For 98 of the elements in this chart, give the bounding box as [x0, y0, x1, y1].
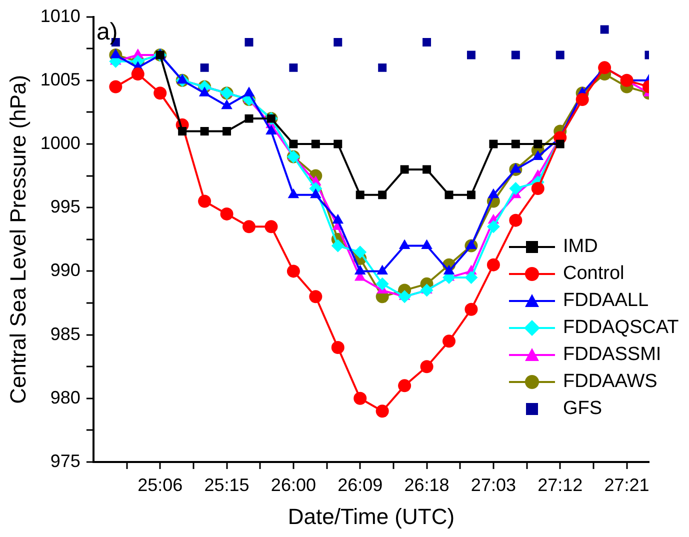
point: [198, 194, 212, 208]
point: [378, 190, 387, 200]
y-tick-label: 995: [50, 196, 80, 217]
point: [511, 50, 520, 60]
point: [243, 86, 255, 96]
x-tick-label: 25:06: [138, 474, 183, 495]
point: [600, 25, 609, 34]
point: [331, 341, 344, 354]
x-tick-label: 25:15: [204, 474, 250, 495]
y-tick-label: 990: [50, 260, 80, 280]
point: [354, 392, 367, 405]
legend-label: FDDAALL: [563, 289, 649, 313]
point: [289, 140, 298, 148]
point: [420, 360, 434, 374]
point: [200, 127, 209, 136]
point: [356, 190, 364, 200]
point: [422, 165, 432, 174]
point: [289, 63, 298, 72]
y-tick-label: 1005: [40, 69, 80, 90]
point: [443, 264, 455, 274]
point: [310, 188, 322, 198]
point: [532, 150, 544, 160]
point: [198, 86, 210, 96]
point: [331, 239, 344, 252]
annotation: a): [96, 18, 118, 46]
point: [354, 246, 367, 259]
point: [398, 239, 410, 250]
point: [444, 190, 454, 200]
legend-label: FDDAQSCAT: [563, 316, 679, 340]
point: [556, 50, 564, 60]
point: [398, 290, 412, 304]
point: [466, 190, 476, 200]
x-tick-label: 27:03: [470, 474, 516, 495]
point: [421, 239, 432, 250]
point: [598, 61, 612, 74]
point: [286, 264, 300, 278]
point: [464, 302, 478, 316]
y-axis-title: Central Sea Level Pressure (hPa): [5, 74, 30, 404]
point: [376, 277, 389, 290]
point: [510, 162, 522, 173]
point: [509, 182, 522, 196]
point: [109, 80, 122, 94]
point: [489, 140, 498, 148]
x-tick-label: 26:09: [338, 474, 383, 495]
point: [154, 86, 167, 100]
point: [509, 214, 522, 227]
point: [131, 68, 144, 81]
x-tick-label: 26:00: [270, 474, 316, 495]
point: [534, 140, 542, 148]
point: [220, 207, 234, 220]
point: [486, 258, 500, 272]
point: [442, 334, 456, 348]
point: [244, 38, 254, 46]
point: [620, 74, 634, 87]
y-tick-label: 1010: [40, 6, 80, 26]
point: [178, 127, 187, 136]
y-tick-label: 975: [50, 450, 80, 471]
point: [200, 63, 209, 72]
point: [334, 38, 342, 46]
point: [221, 99, 232, 110]
legend-label: GFS: [563, 397, 602, 421]
point: [378, 63, 387, 72]
y-tick-label: 980: [50, 387, 80, 408]
point: [556, 140, 564, 148]
point: [242, 220, 256, 234]
legend-label: IMD: [563, 235, 598, 259]
x-tick-label: 26:18: [404, 474, 450, 495]
x-axis-title: Date/Time (UTC): [288, 504, 455, 529]
point: [464, 271, 478, 284]
point: [466, 50, 476, 60]
legend-label: FDDASSMI: [563, 343, 662, 367]
point: [264, 220, 278, 234]
point: [376, 264, 388, 274]
point: [288, 188, 300, 198]
point: [488, 188, 500, 198]
x-tick-label: 27:21: [604, 474, 650, 495]
point: [511, 140, 520, 148]
point: [266, 124, 277, 135]
point: [466, 239, 477, 250]
point: [420, 284, 434, 297]
legend-label: FDDAAWS: [563, 370, 658, 394]
point: [244, 114, 254, 123]
point: [531, 182, 544, 196]
point: [354, 264, 366, 274]
point: [376, 404, 389, 418]
point: [422, 38, 432, 46]
point: [334, 140, 342, 148]
point: [486, 220, 500, 234]
point: [309, 290, 322, 304]
point: [222, 127, 232, 136]
y-tick-label: 1000: [40, 132, 80, 153]
x-tick-label: 27:12: [538, 474, 583, 495]
point: [332, 214, 344, 224]
point: [400, 165, 409, 174]
legend-label: Control: [563, 262, 624, 286]
point: [311, 140, 320, 148]
y-tick-label: 985: [50, 324, 80, 344]
point: [398, 379, 412, 392]
